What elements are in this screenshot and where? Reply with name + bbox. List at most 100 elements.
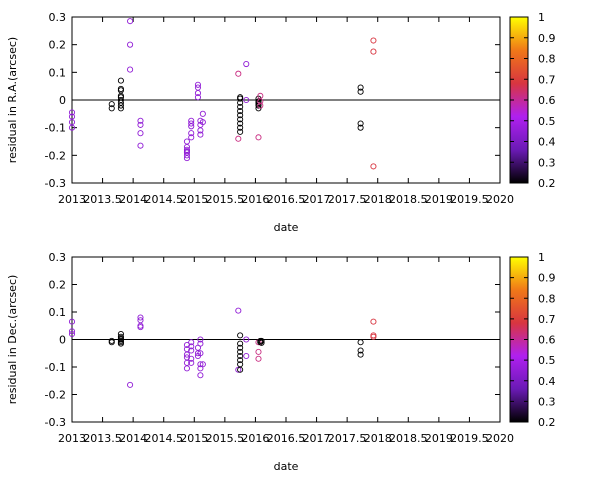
data-point [237, 128, 244, 135]
y-tick-label: 0 [59, 94, 66, 107]
data-point [255, 355, 262, 362]
data-point [237, 112, 244, 119]
data-point [237, 103, 244, 110]
data-point [137, 121, 144, 128]
data-point [197, 361, 204, 368]
data-point [235, 307, 242, 314]
data-point [183, 341, 190, 349]
colorbar-tick-label: 0.5 [538, 115, 556, 128]
data-point [243, 96, 250, 104]
data-point [237, 116, 244, 123]
x-tick-label: 2013.5 [83, 432, 122, 445]
data-point [258, 337, 265, 344]
x-tick-label: 2020 [486, 432, 514, 445]
data-point [183, 152, 190, 159]
y-tick-label: 0.2 [49, 279, 67, 292]
y-tick-label: -0.2 [45, 149, 66, 162]
data-point [117, 102, 124, 109]
data-point [197, 336, 204, 343]
x-tick-label: 2017 [303, 193, 331, 206]
x-tick-label: 2015.5 [206, 193, 245, 206]
data-point [183, 351, 190, 358]
colorbar-tick-label: 1 [538, 251, 545, 264]
data-point [127, 66, 134, 73]
data-point [237, 124, 244, 131]
x-tick-label: 2017 [303, 432, 331, 445]
x-tick-label: 2014.5 [144, 432, 183, 445]
data-point [188, 123, 195, 130]
data-point [117, 105, 124, 112]
data-point [194, 81, 202, 88]
data-point [188, 339, 195, 346]
data-point [127, 381, 134, 388]
colorbar-tick-label: 0.7 [538, 313, 556, 326]
data-point [137, 314, 144, 321]
x-tick-label: 2015 [180, 193, 208, 206]
data-point [237, 95, 244, 102]
data-point [194, 90, 202, 97]
data-point [68, 330, 76, 338]
y-tick-label: 0.1 [49, 66, 67, 79]
colorbar-tick-label: 0.6 [538, 94, 556, 107]
data-point [237, 344, 244, 351]
x-tick-label: 2019.5 [450, 432, 489, 445]
data-point [194, 94, 202, 101]
x-tick-label: 2019.5 [450, 193, 489, 206]
data-point [68, 124, 76, 131]
y-tick-label: 0.1 [49, 306, 67, 319]
data-point [370, 333, 377, 340]
data-point [197, 350, 204, 357]
data-point [255, 134, 262, 141]
x-tick-label: 2016.5 [267, 432, 306, 445]
data-point [237, 340, 244, 347]
data-point [243, 336, 250, 343]
colorbar-tick-label: 0.2 [538, 177, 556, 190]
data-point [257, 102, 264, 109]
data-point [188, 130, 195, 137]
x-tick-label: 2017.5 [328, 193, 367, 206]
y-tick-label: 0 [59, 334, 66, 347]
data-point [108, 105, 115, 112]
colorbar-tick-label: 0.5 [538, 354, 556, 367]
data-point [183, 365, 190, 372]
y-tick-label: -0.1 [45, 361, 66, 374]
x-tick-label: 2014 [119, 193, 147, 206]
y-tick-label: -0.1 [45, 122, 66, 135]
data-point [243, 60, 250, 68]
data-point [235, 366, 242, 373]
x-axis-label: date [274, 221, 299, 234]
data-point [199, 361, 206, 368]
data-point [188, 347, 195, 354]
data-point [108, 339, 115, 346]
data-point [255, 339, 262, 346]
x-tick-label: 2013 [58, 193, 86, 206]
data-point [357, 347, 364, 354]
data-point [194, 350, 202, 357]
x-tick-label: 2013.5 [83, 193, 122, 206]
x-tick-label: 2013 [58, 432, 86, 445]
colorbar-tick-label: 0.3 [538, 156, 556, 169]
data-point [357, 120, 364, 127]
data-point [117, 77, 124, 84]
data-point [117, 340, 124, 347]
y-tick-label: -0.3 [45, 416, 66, 429]
data-point [137, 142, 144, 149]
x-tick-label: 2019 [425, 432, 453, 445]
data-point [68, 318, 76, 325]
x-axis-label: date [274, 460, 299, 473]
data-point [127, 18, 134, 25]
data-point [237, 99, 244, 106]
y-axis-label: residual in Dec.(arcsec) [6, 275, 19, 405]
colorbar-tick-label: 0.9 [538, 32, 556, 45]
x-tick-label: 2018 [364, 432, 392, 445]
x-tick-label: 2016 [241, 432, 269, 445]
data-point [370, 163, 377, 170]
y-tick-label: 0.3 [49, 11, 67, 24]
data-point [197, 127, 204, 134]
colorbar-tick-label: 1 [538, 11, 545, 24]
data-point [237, 108, 244, 115]
data-point [197, 372, 204, 379]
x-tick-label: 2018.5 [389, 432, 428, 445]
data-point [188, 359, 195, 366]
data-point [188, 120, 195, 127]
